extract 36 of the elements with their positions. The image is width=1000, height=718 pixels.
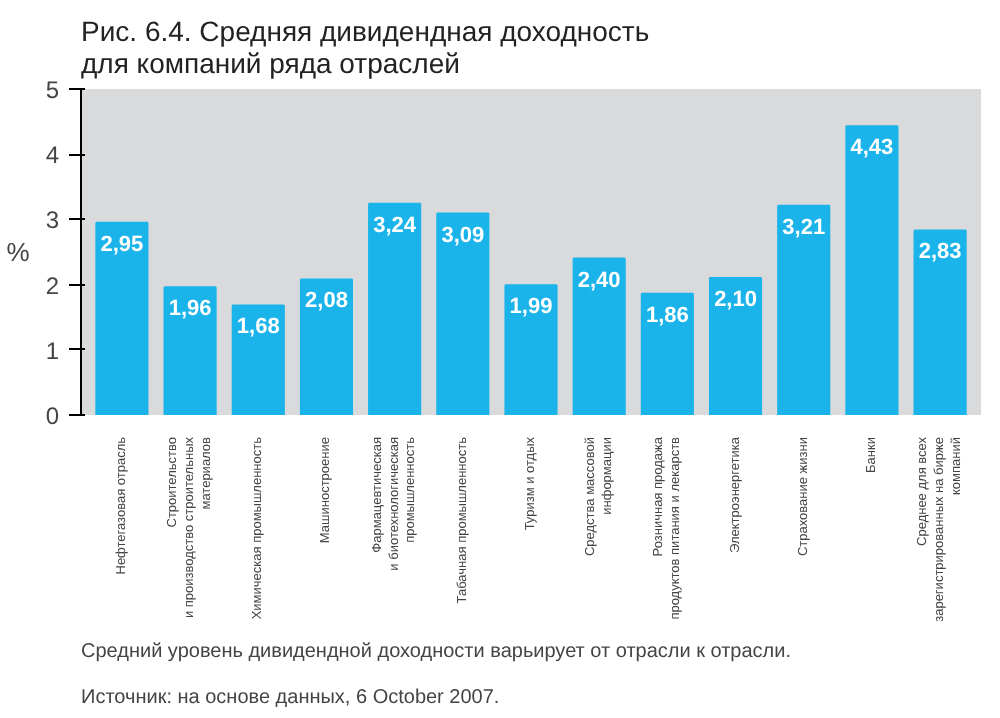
y-tick-label: 3: [45, 206, 60, 235]
data-label: 3,21: [782, 215, 826, 240]
data-label: 4,43: [850, 136, 894, 161]
bar: [913, 229, 967, 415]
data-label: 1,68: [236, 315, 280, 340]
y-tick-label: 1: [45, 336, 60, 365]
y-tick-label: 2: [45, 271, 60, 300]
y-tick-label: 0: [45, 402, 60, 430]
bar: [299, 278, 354, 415]
text: Источник: на основе данных, 6 October 2007.: [81, 687, 500, 709]
bar: [368, 202, 422, 415]
bar: [504, 284, 558, 415]
data-label: 2,95: [100, 232, 144, 257]
bar: [436, 212, 490, 415]
data-label: 2,40: [577, 268, 621, 293]
data-label: 2,08: [305, 289, 348, 314]
bar: [845, 125, 899, 415]
bar: [163, 286, 217, 415]
bar: [572, 257, 626, 415]
chart-title: Рис. 6.4. Средняя дивидендная доходность для компаний ряда отраслей: [81, 15, 650, 79]
bar: [708, 277, 763, 415]
bar: [231, 304, 285, 415]
data-label: 2,10: [714, 288, 757, 313]
y-tick-label: 4: [45, 141, 60, 170]
data-label: 1,99: [509, 295, 553, 320]
data-label: 3,24: [373, 213, 418, 238]
bar: [640, 292, 694, 415]
data-label: 1,96: [168, 297, 212, 322]
bar: [95, 221, 149, 415]
data-label: 3,09: [441, 223, 485, 248]
y-axis-title: %: [6, 237, 31, 267]
bar: [777, 204, 831, 415]
data-label: 1,86: [645, 303, 689, 328]
text: Средний уровень дивидендной доходности варьирует от отрасли к отрасли.: [81, 641, 791, 663]
data-label: 2,83: [918, 240, 962, 265]
y-tick-label: 5: [45, 76, 60, 104]
